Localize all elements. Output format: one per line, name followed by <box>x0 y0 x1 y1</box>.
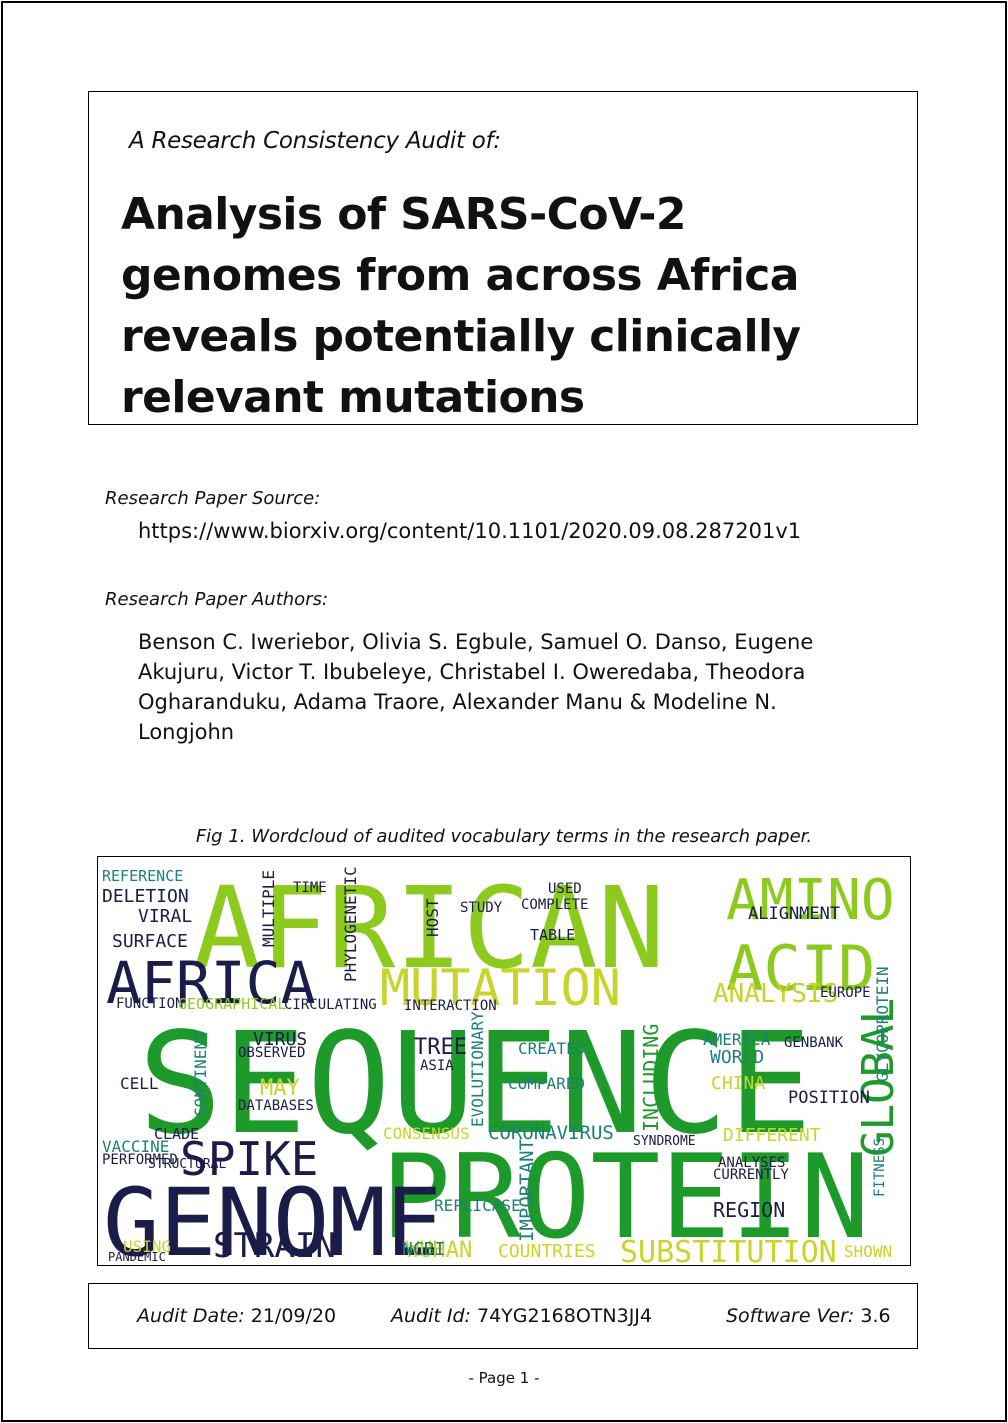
wordcloud-word: DIFFERENT <box>723 1125 821 1146</box>
wordcloud-word: SHOWN <box>844 1242 892 1261</box>
wordcloud-word: DATABASES <box>238 1098 314 1114</box>
wordcloud-word: INCLUDING <box>639 1024 663 1132</box>
authors-label: Research Paper Authors: <box>105 589 329 610</box>
wordcloud-word: SYNDROME <box>633 1134 696 1149</box>
wordcloud-word: OBSERVED <box>238 1045 305 1061</box>
wordcloud-word: WUHAN <box>406 1238 472 1263</box>
wordcloud-word: GENOME <box>103 1169 443 1264</box>
wordcloud-word: AMINO <box>726 868 895 933</box>
wordcloud-word: CORONAVIRUS <box>488 1122 614 1144</box>
wordcloud-word: CIRCULATING <box>284 997 377 1013</box>
wordcloud-word: TIME <box>293 880 327 896</box>
paper-title: Analysis of SARS-CoV-2 genomes from acro… <box>121 189 801 423</box>
wordcloud-word: POSITION <box>788 1088 870 1108</box>
wordcloud-word: GLOBAL <box>853 998 904 1157</box>
wordcloud-word: TREE <box>414 1035 467 1060</box>
audit-id-label: Audit Id: <box>391 1305 471 1327</box>
wordcloud-word: AMERICA <box>703 1030 771 1049</box>
wordcloud-word: CONTINENT <box>191 1030 210 1117</box>
audit-date-label: Audit Date: <box>137 1305 245 1327</box>
wordcloud-word: SEQUENCE <box>138 1003 812 1166</box>
wordcloud-word: MUTATION <box>380 959 621 1017</box>
wordcloud-word: SUBSTITUTION <box>620 1235 837 1264</box>
wordcloud-word: REGION <box>713 1198 785 1222</box>
wordcloud-word: SPIKE <box>180 1132 318 1186</box>
wordcloud-word: VIRUS <box>253 1029 307 1050</box>
wordcloud-word: ALIGNMENT <box>748 904 840 924</box>
wordcloud-word: ACID <box>726 932 875 1005</box>
wordcloud-word: DELETION <box>102 886 189 907</box>
audit-prefix: A Research Consistency Audit of: <box>129 128 501 154</box>
wordcloud-word: USING <box>123 1237 171 1256</box>
audit-id-value: 74YG2168OTN3JJ4 <box>476 1305 653 1327</box>
software-version-value: 3.6 <box>860 1305 891 1327</box>
wordcloud-word: CHINA <box>711 1073 765 1094</box>
audit-date-value: 21/09/20 <box>250 1305 337 1327</box>
wordcloud-word: PANDEMIC <box>108 1250 166 1264</box>
wordcloud-word: GEOGRAPHICAL <box>178 995 286 1013</box>
wordcloud-word: COUNTRIES <box>498 1241 596 1262</box>
wordcloud-word: INTERACTION <box>404 998 497 1014</box>
wordcloud-word: EUROPE <box>820 985 871 1001</box>
wordcloud-word: AFRICAN <box>193 864 665 994</box>
wordcloud-word: FUNCTION <box>116 996 183 1012</box>
wordcloud-word: GENBANK <box>784 1035 844 1051</box>
wordcloud-word: GLYCOPROTEIN <box>873 966 892 1082</box>
wordcloud-word: CURRENTLY <box>713 1167 789 1183</box>
audit-date: Audit Date: 21/09/20 <box>137 1305 336 1327</box>
software-version: Software Ver: 3.6 <box>726 1305 891 1327</box>
wordcloud-word: CREATED <box>518 1039 585 1058</box>
wordcloud-word: REPLICASE <box>434 1196 521 1215</box>
software-version-label: Software Ver: <box>726 1305 855 1327</box>
wordcloud-word: AFRICA <box>106 949 316 1017</box>
wordcloud-word: WORLD <box>710 1047 764 1068</box>
wordcloud-word: COMPLETE <box>521 897 588 913</box>
wordcloud-word: CONSENSUS <box>383 1124 470 1143</box>
wordcloud-word: ANALYSIS <box>713 979 838 1009</box>
wordcloud-word: SURFACE <box>112 931 188 952</box>
audit-id: Audit Id: 74YG2168OTN3JJ4 <box>391 1305 652 1327</box>
wordcloud-word: EVOLUTIONARY <box>468 1011 487 1127</box>
source-label: Research Paper Source: <box>105 488 321 509</box>
wordcloud-word: CLADE <box>154 1125 199 1143</box>
wordcloud-figure: AFRICAN SEQUENCE PROTEIN GENOME AFRICA AMINO A… <box>97 856 911 1266</box>
wordcloud-word: STRUCTURAL <box>148 1157 226 1172</box>
wordcloud-word: TABLE <box>530 926 575 944</box>
wordcloud-word: STUDY <box>460 900 503 916</box>
wordcloud-word: ASIA <box>420 1058 454 1074</box>
audit-footer: Audit Date: 21/09/20 Audit Id: 74YG2168O… <box>88 1283 918 1349</box>
figure-caption: Fig 1. Wordcloud of audited vocabulary t… <box>195 826 813 847</box>
authors-list: Benson C. Iweriebor, Olivia S. Egbule, S… <box>138 630 814 744</box>
wordcloud-word: USED <box>548 881 582 897</box>
wordcloud-word: FITNESS <box>872 1138 888 1197</box>
title-box: A Research Consistency Audit of: Analysi… <box>88 91 918 425</box>
wordcloud-word: VIRAL <box>138 906 192 927</box>
wordcloud-word: PERFORMED <box>102 1152 178 1168</box>
wordcloud-word: VACCINE <box>102 1137 169 1156</box>
wordcloud-word: IMPORTANT <box>516 1139 538 1242</box>
page-number: - Page 1 - <box>468 1369 540 1387</box>
wordcloud-word: COMPARED <box>508 1074 585 1093</box>
wordcloud-word: MULTIPLE <box>259 870 278 947</box>
wordcloud-word: MAY <box>260 1076 300 1101</box>
wordcloud-word: REFERENCE <box>102 867 183 885</box>
wordcloud-word: PROTEIN <box>381 1130 870 1264</box>
wordcloud-word: ANALYSES <box>718 1155 785 1171</box>
wordcloud-word: PHYLOGENETIC <box>341 866 360 982</box>
wordcloud-word: STRAIN <box>213 1226 336 1264</box>
wordcloud-word: NCBI <box>402 1239 445 1260</box>
wordcloud-word: HOST <box>423 898 442 937</box>
source-url[interactable]: https://www.biorxiv.org/content/10.1101/… <box>138 519 802 543</box>
wordcloud-word: CELL <box>120 1074 159 1093</box>
